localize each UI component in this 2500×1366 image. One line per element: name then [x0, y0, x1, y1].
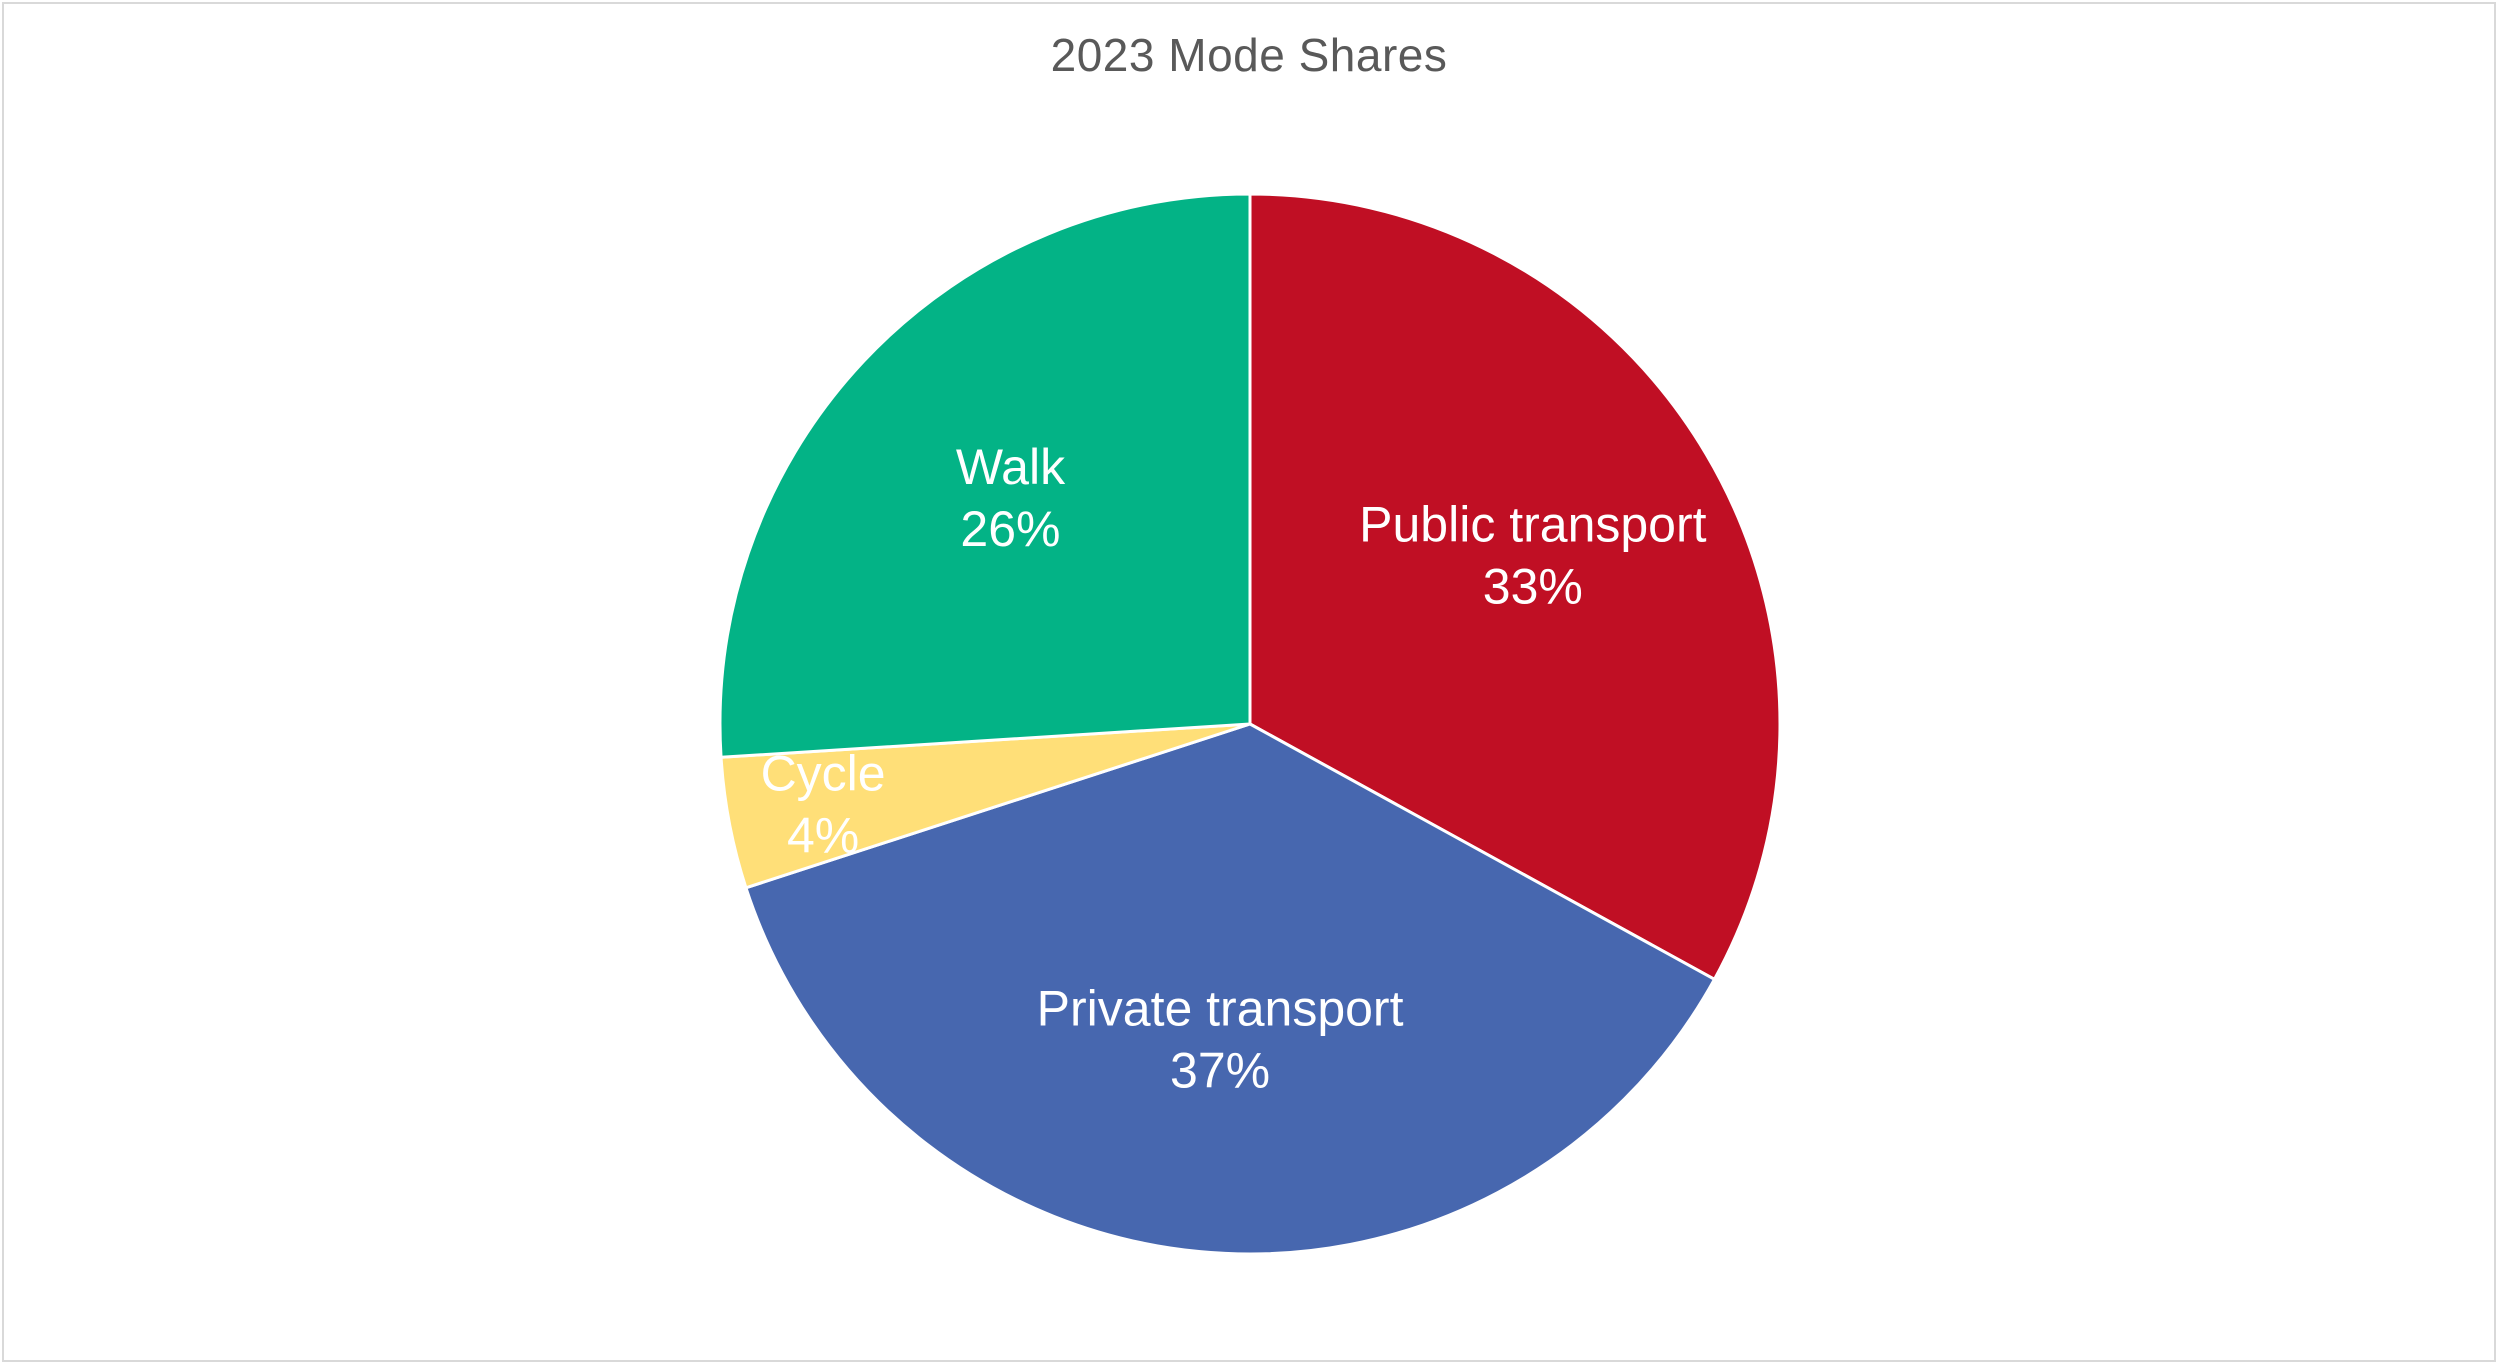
- pie-slice-public-transport: [1248, 192, 1782, 982]
- pie-slices: [718, 192, 1782, 1256]
- slice-value-private-transport: 37%: [1170, 1043, 1270, 1099]
- pie-slice-walk: [718, 192, 1252, 759]
- pie-labels: Public transport 33% Private transport 37% C…: [761, 439, 1707, 1099]
- slice-label-public-transport: Public transport: [1359, 497, 1706, 553]
- pie-slice-private-transport: [744, 722, 1717, 1256]
- slice-value-walk: 26%: [960, 501, 1060, 557]
- slice-label-cycle: Cycle: [761, 745, 886, 801]
- slice-value-public-transport: 33%: [1483, 559, 1583, 615]
- chart-title: 2023 Mode Shares: [1050, 29, 1448, 81]
- slice-label-private-transport: Private transport: [1037, 981, 1404, 1037]
- slice-label-walk: Walk: [956, 439, 1066, 495]
- slice-value-cycle: 4%: [787, 807, 859, 863]
